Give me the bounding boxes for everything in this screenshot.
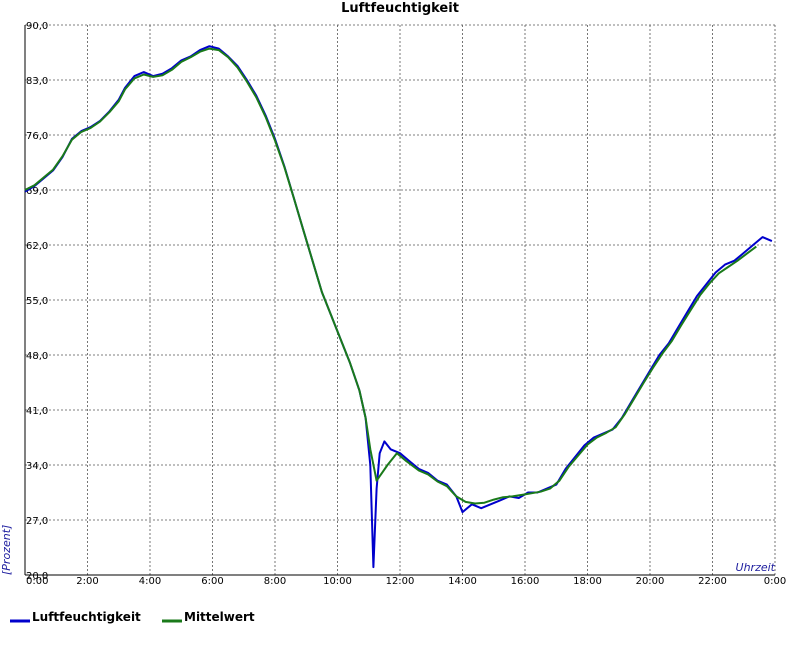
y-tick-label: 90,0	[26, 21, 48, 32]
x-tick-label: 0:00	[26, 576, 48, 587]
x-tick-label: 20:00	[636, 576, 665, 587]
x-tick-label: 18:00	[573, 576, 602, 587]
x-tick-label: 22:00	[698, 576, 727, 587]
x-tick-label: 10:00	[323, 576, 352, 587]
y-tick-label: 55,0	[26, 296, 48, 307]
x-tick-label: 2:00	[76, 576, 98, 587]
x-axis-label: Uhrzeit	[736, 561, 776, 574]
y-tick-label: 76,0	[26, 131, 48, 142]
y-tick-label: 69,0	[26, 186, 48, 197]
x-tick-label: 8:00	[264, 576, 286, 587]
series-line-luftfeuchtigkeit	[24, 45, 773, 569]
legend-label: Luftfeuchtigkeit	[32, 610, 141, 624]
series-line-mittelwert	[24, 47, 757, 505]
x-tick-label: 12:00	[386, 576, 415, 587]
x-tick-label: 6:00	[201, 576, 223, 587]
x-tick-label: 0:00	[764, 576, 786, 587]
legend: Luftfeuchtigkeit Mittelwert	[10, 610, 255, 624]
y-tick-label: 48,0	[26, 351, 48, 362]
x-tick-label: 16:00	[511, 576, 540, 587]
y-tick-label: 27,0	[26, 516, 48, 527]
y-tick-label: 41,0	[26, 406, 48, 417]
axes: 20,0 27,0 34,0 41,0 48,0 55,0 62,0 69,0 76,0 83,0…	[24, 21, 786, 587]
x-tick-label: 4:00	[139, 576, 161, 587]
y-axis-label: [Prozent]	[0, 525, 13, 575]
chart-title: Luftfeuchtigkeit	[341, 1, 459, 16]
y-tick-label: 34,0	[26, 461, 48, 472]
y-tick-label: 62,0	[26, 241, 48, 252]
legend-label: Mittelwert	[184, 610, 255, 624]
grid	[25, 24, 776, 575]
y-tick-label: 20,0	[26, 571, 48, 582]
series-layer	[24, 45, 773, 569]
y-tick-label: 83,0	[26, 76, 48, 87]
x-tick-label: 14:00	[448, 576, 477, 587]
